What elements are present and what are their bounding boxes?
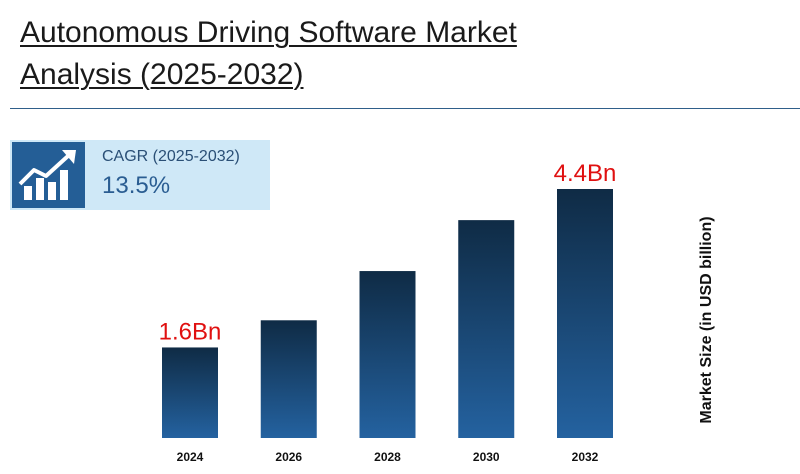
title-line-2: Analysis (2025-2032)	[20, 58, 304, 91]
data-label: 4.4Bn	[554, 160, 617, 187]
title-line-1: Autonomous Driving Software Market	[20, 16, 517, 49]
bar-2024	[162, 347, 218, 438]
x-tick-label: 2032	[572, 450, 599, 464]
cagr-label: CAGR (2025-2032)	[102, 148, 240, 165]
bars-group	[162, 189, 613, 438]
bar-2028	[359, 271, 416, 438]
page-title: Autonomous Driving Software Market Analy…	[20, 12, 517, 96]
x-axis-ticks: 2024 2026 2028 2030 2032	[177, 450, 599, 464]
x-tick-label: 2024	[177, 450, 204, 464]
bar-2026	[260, 320, 317, 438]
bar-2030	[458, 220, 515, 438]
x-tick-label: 2030	[473, 450, 500, 464]
y-axis-label: Market Size (in USD billion)	[698, 216, 715, 424]
bar-2032	[557, 189, 613, 438]
data-label: 1.6Bn	[159, 318, 222, 345]
cagr-value: 13.5%	[102, 172, 171, 199]
title-divider	[10, 108, 800, 109]
data-labels-group: 1.6Bn 4.4Bn	[159, 160, 617, 345]
growth-chart-icon	[12, 142, 85, 208]
x-tick-label: 2026	[275, 450, 302, 464]
x-tick-label: 2028	[374, 450, 401, 464]
cagr-panel: CAGR (2025-2032) 13.5%	[10, 140, 270, 210]
